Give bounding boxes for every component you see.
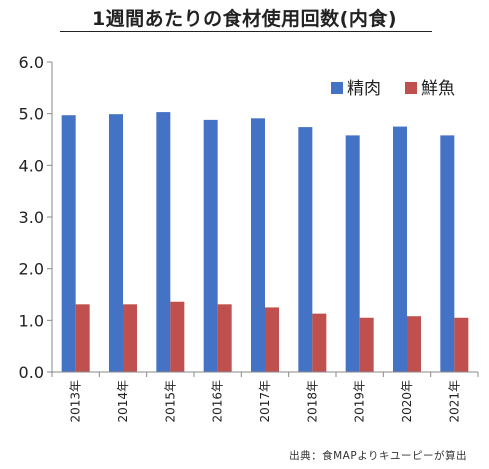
legend-swatch-精肉 bbox=[331, 82, 343, 94]
x-tick-label: 2014年 bbox=[116, 380, 130, 423]
x-tick-label: 2019年 bbox=[353, 380, 367, 423]
title-underline bbox=[60, 31, 432, 32]
bar-精肉-2020年 bbox=[393, 126, 407, 372]
legend: 精肉 鮮魚 bbox=[331, 79, 455, 99]
bar-鮮魚-2014年 bbox=[123, 304, 137, 372]
y-tick-label: 1.0 bbox=[19, 311, 44, 330]
bar-精肉-2018年 bbox=[298, 127, 313, 372]
bar-精肉-2014年 bbox=[109, 114, 123, 372]
bar-鮮魚-2021年 bbox=[454, 317, 469, 372]
bar-鮮魚-2016年 bbox=[217, 304, 232, 372]
bar-鮮魚-2015年 bbox=[170, 301, 185, 372]
bar-精肉-2021年 bbox=[440, 135, 455, 372]
x-tick-label: 2020年 bbox=[400, 380, 414, 423]
bar-精肉-2015年 bbox=[156, 112, 171, 372]
bars bbox=[61, 112, 469, 372]
legend-swatch-鮮魚 bbox=[405, 82, 417, 94]
source-note: 出典：食MAPよりキユーピーが算出 bbox=[289, 450, 467, 462]
x-tick-label: 2013年 bbox=[69, 380, 83, 423]
x-tick-label: 2017年 bbox=[258, 380, 272, 423]
chart-title: 1週間あたりの食材使用回数(内食) bbox=[91, 8, 398, 30]
bar-鮮魚-2018年 bbox=[312, 313, 327, 372]
y-tick-label: 3.0 bbox=[19, 208, 44, 227]
x-tick-label: 2016年 bbox=[211, 380, 225, 423]
y-tick-label: 0.0 bbox=[19, 363, 44, 382]
bar-鮮魚-2020年 bbox=[407, 316, 421, 372]
bar-精肉-2013年 bbox=[61, 115, 76, 372]
axes: 0.0 1.0 2.0 3.0 4.0 5.0 6.0 2013年 2014年 2015年 2016… bbox=[19, 53, 479, 423]
y-tick-label: 4.0 bbox=[19, 156, 44, 175]
legend-label-鮮魚: 鮮魚 bbox=[421, 79, 455, 99]
y-tick-label: 6.0 bbox=[19, 53, 44, 72]
x-tick-label: 2021年 bbox=[447, 380, 461, 423]
bar-精肉-2016年 bbox=[203, 119, 218, 372]
legend-label-精肉: 精肉 bbox=[347, 79, 381, 99]
x-tick-label: 2018年 bbox=[305, 380, 319, 423]
y-tick-label: 5.0 bbox=[19, 105, 44, 124]
bar-精肉-2017年 bbox=[251, 118, 265, 372]
bar-鮮魚-2017年 bbox=[265, 307, 279, 372]
bar-鮮魚-2019年 bbox=[359, 317, 374, 372]
y-tick-label: 2.0 bbox=[19, 260, 44, 279]
bar-精肉-2019年 bbox=[345, 135, 360, 372]
x-tick-label: 2015年 bbox=[163, 380, 177, 423]
bar-鮮魚-2013年 bbox=[75, 304, 90, 372]
